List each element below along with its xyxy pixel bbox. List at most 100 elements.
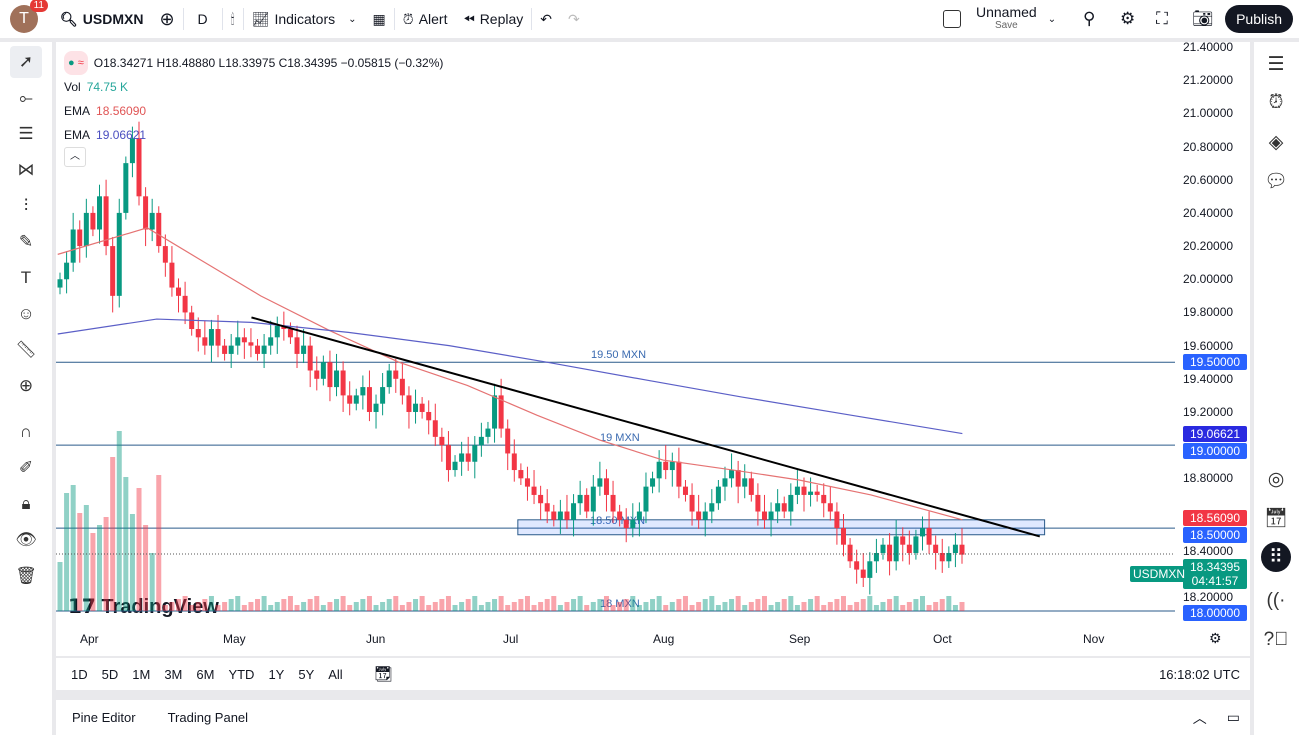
help-button[interactable]: ?⃝ <box>1261 625 1291 655</box>
candle <box>452 461 458 471</box>
quick-search-button[interactable]: ⚲ <box>1075 0 1103 38</box>
fib-tool[interactable]: ☰ <box>10 118 42 150</box>
candle <box>761 511 767 520</box>
price-tick: 20.20000 <box>1183 239 1234 254</box>
volume-bar <box>794 605 800 611</box>
range-button-1y[interactable]: 1Y <box>268 666 285 682</box>
tab-pine-editor[interactable]: Pine Editor <box>72 710 136 725</box>
calendar-button[interactable]: 📅︎ <box>1261 503 1291 533</box>
trendline <box>251 316 1041 538</box>
hide-tool[interactable]: 👁︎ <box>10 524 42 556</box>
layout-button[interactable]: Unnamed Save ⌄ <box>935 0 1064 38</box>
volume-bar <box>959 602 965 611</box>
volume-bar <box>663 605 669 611</box>
candle <box>426 411 432 421</box>
cursor-tool[interactable]: ➚ <box>10 46 42 78</box>
maximize-panel-button[interactable]: ▭ <box>1227 709 1240 726</box>
redo-button[interactable]: ↷ <box>560 0 588 38</box>
candle <box>149 212 155 230</box>
interval-button[interactable]: D <box>197 11 208 27</box>
volume-bar <box>827 602 833 611</box>
time-axis[interactable]: ⚙︎ Apr May Jun Jul Aug Sep Oct Nov <box>56 628 1250 652</box>
emoji-tool[interactable]: ☺ <box>10 298 42 330</box>
range-button-all[interactable]: All <box>328 666 343 682</box>
price-axis[interactable]: 21.40000 21.20000 21.00000 20.80000 20.60000… <box>1130 40 1250 632</box>
candle <box>880 544 886 553</box>
candle <box>735 470 741 487</box>
volume-bar <box>748 602 754 611</box>
undo-button[interactable]: ↶ <box>532 0 560 38</box>
zoom-tool[interactable]: ⊕ <box>10 370 42 402</box>
volume-bar <box>478 605 484 611</box>
signals-button[interactable]: ◎ <box>1261 464 1291 494</box>
range-button-ytd[interactable]: YTD <box>228 666 255 682</box>
lock-tool[interactable]: 🔒︎ <box>10 488 42 520</box>
candle <box>775 503 781 512</box>
delete-tool[interactable]: 🗑︎ <box>10 560 42 592</box>
measure-tool[interactable]: 📏︎ <box>10 334 42 366</box>
settings-button[interactable]: ⚙︎ <box>1112 0 1143 38</box>
candle <box>669 461 675 471</box>
range-button-6m[interactable]: 6M <box>196 666 215 682</box>
candle <box>156 212 162 247</box>
object-tree-button[interactable]: ◈ <box>1261 127 1291 157</box>
replay-button[interactable]: ⏪︎ Replay <box>463 10 524 28</box>
axis-settings-icon[interactable]: ⚙︎ <box>1209 630 1222 646</box>
stay-drawing-tool[interactable]: ✐ <box>10 452 42 484</box>
text-icon: T <box>20 268 32 287</box>
apps-button[interactable]: ⠿ <box>1261 542 1291 572</box>
range-button-1m[interactable]: 1M <box>132 666 151 682</box>
price-tick: 18.20000 <box>1183 590 1234 605</box>
symbol-search[interactable]: 🔍︎ USDMXN <box>60 10 144 28</box>
brush-tool[interactable]: ✎ <box>10 226 42 258</box>
candle <box>794 486 800 495</box>
fullscreen-button[interactable]: ⛶ <box>1148 0 1176 38</box>
goto-date-button[interactable]: 📆︎ <box>374 665 393 683</box>
chats-button[interactable]: 💬︎ <box>1261 166 1291 196</box>
range-button-5d[interactable]: 5D <box>101 666 119 682</box>
candle <box>432 420 438 437</box>
clock[interactable]: 16:18:02 UTC <box>1159 666 1240 682</box>
volume-bar <box>255 599 261 611</box>
range-button-1d[interactable]: 1D <box>71 666 88 682</box>
volume-bar <box>235 596 241 611</box>
candle <box>419 403 425 412</box>
candle <box>821 494 827 504</box>
candle <box>472 445 478 462</box>
snapshot-button[interactable]: 📷︎ <box>1184 0 1222 38</box>
range-button-5y[interactable]: 5Y <box>298 666 315 682</box>
candle <box>64 262 70 280</box>
volume-bar <box>195 602 201 611</box>
trash-icon: 🗑︎ <box>15 566 37 585</box>
text-tool[interactable]: T <box>10 262 42 294</box>
range-button-3m[interactable]: 3M <box>164 666 183 682</box>
alerts-button[interactable]: ⏰︎ <box>1261 88 1291 118</box>
trendline-tool[interactable]: ⟜ <box>10 82 42 114</box>
collapse-panel-button[interactable]: ︿ <box>1193 708 1207 728</box>
tab-trading-panel[interactable]: Trading Panel <box>167 710 249 725</box>
templates-button[interactable]: ▦ <box>365 0 394 38</box>
ohlc-values: O18.34271 H18.48880 L18.33975 C18.34395 … <box>93 56 444 70</box>
publish-button[interactable]: Publish <box>1225 5 1293 33</box>
collapse-legend-button[interactable]: ︿ <box>64 147 86 167</box>
candle <box>511 453 517 471</box>
volume-bar <box>926 605 932 611</box>
indicators-icon: 📈︎ <box>251 10 270 27</box>
chart-type-button[interactable]: 🕯︎ <box>223 0 243 38</box>
avatar[interactable]: T 11 <box>10 0 48 33</box>
pattern-tool[interactable]: ⋈ <box>10 154 42 186</box>
volume-bar <box>485 602 491 611</box>
candle <box>314 370 320 379</box>
compare-button[interactable]: ⊕ <box>151 0 182 38</box>
stream-button[interactable]: ((· <box>1261 586 1291 616</box>
volume-bar <box>419 596 425 611</box>
indicators-button[interactable]: 📈︎ Indicators ⌄ <box>251 10 357 28</box>
alert-button[interactable]: ⏰︎ Alert <box>402 10 448 28</box>
forecast-tool[interactable]: ⫶ <box>10 190 42 222</box>
watchlist-button[interactable]: ☰ <box>1261 49 1291 79</box>
candle <box>235 337 241 346</box>
magnet-tool[interactable]: ∩ <box>10 416 42 448</box>
volume-bar <box>129 514 135 611</box>
